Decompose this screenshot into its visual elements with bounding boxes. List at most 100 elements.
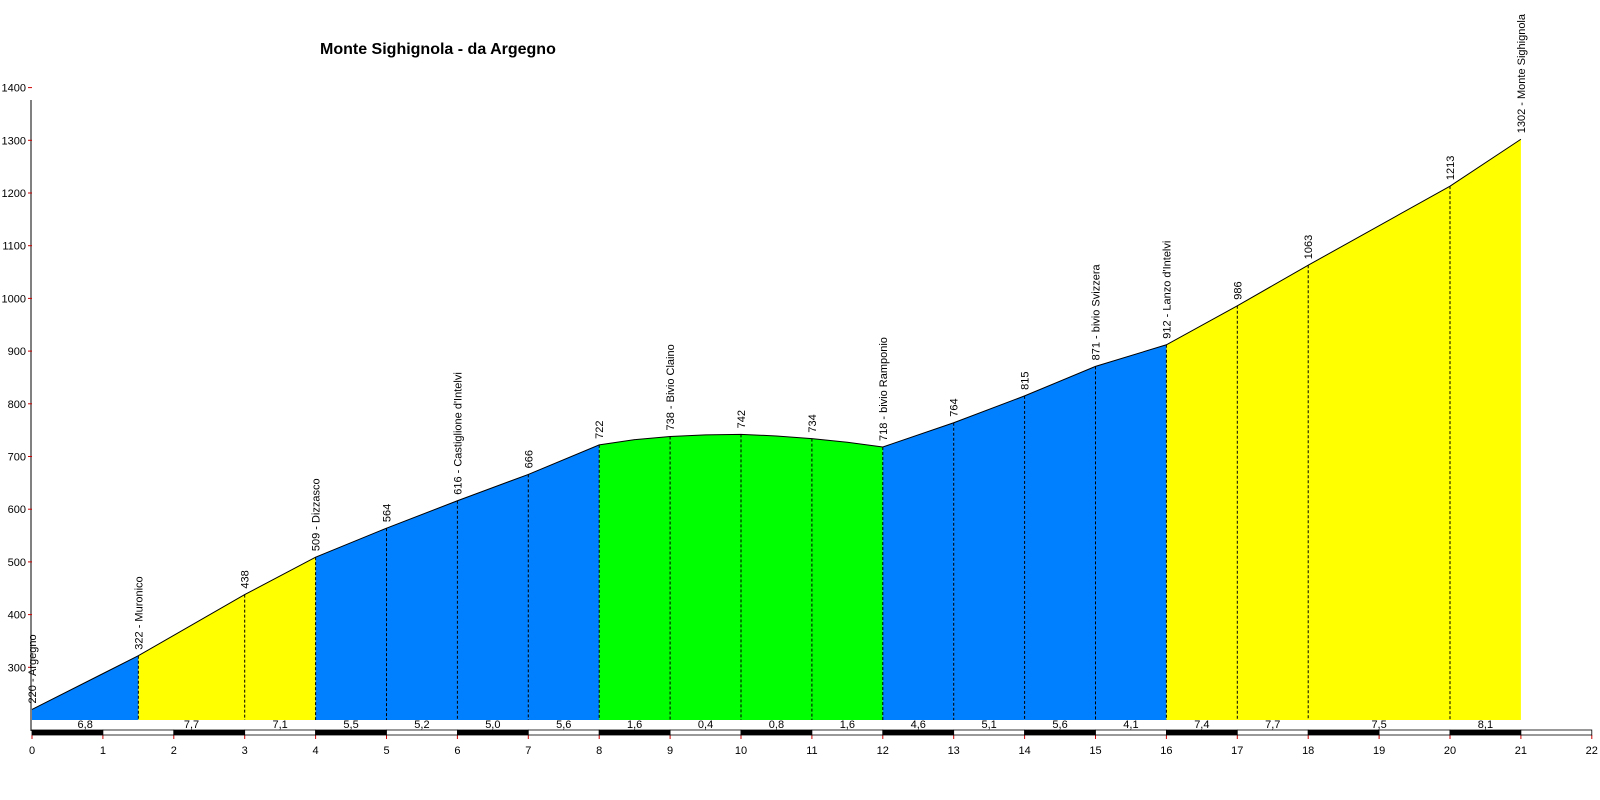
y-tick-label: 1400 xyxy=(2,83,26,95)
x-tick-label: 21 xyxy=(1515,745,1527,757)
x-tick-labels: 0 1 2 3 4 5 6 7 8 9 10 11 12 13 14 15 16 17 18 19 20 21 22 xyxy=(29,745,1598,757)
x-tick-label: 11 xyxy=(806,745,817,757)
x-tick-label: 7 xyxy=(525,745,531,757)
profile-line-group xyxy=(31,138,1522,710)
gradient-labels: 6,8 7,7 7,1 5,5 5,2 5,0 5,6 1,6 0,4 0,8 1,6 4,6 5,1 5… xyxy=(78,719,1494,731)
gradient-label: 0,4 xyxy=(698,719,713,731)
scale-bar-block xyxy=(1307,729,1380,736)
x-tick-label: 5 xyxy=(383,745,389,757)
x-tick-label: 3 xyxy=(242,745,248,757)
gradient-label: 5,0 xyxy=(485,719,500,731)
profile-segment-4 xyxy=(386,500,458,720)
x-tick-label: 20 xyxy=(1444,745,1456,757)
profile-line xyxy=(31,138,1522,710)
gradient-label: 7,7 xyxy=(184,719,199,731)
gradient-label: 1,6 xyxy=(627,719,642,731)
gradient-label: 7,1 xyxy=(273,719,288,731)
waypoint-label: 220 - Argegno xyxy=(27,634,39,703)
x-tick-label: 15 xyxy=(1089,745,1101,757)
gradient-label: 5,1 xyxy=(982,719,997,731)
x-tick-label: 4 xyxy=(313,745,319,757)
waypoint-label: 742 xyxy=(736,410,748,428)
x-tick-label: 10 xyxy=(735,745,747,757)
y-tick-label: 1300 xyxy=(2,135,26,147)
profile-segment-1 xyxy=(138,594,245,720)
waypoint-label: 722 xyxy=(594,421,606,439)
profile-segment-11 xyxy=(882,422,954,720)
waypoint-label: 666 xyxy=(523,450,535,468)
waypoint-label: 764 xyxy=(949,398,961,416)
scale-bar-block xyxy=(1378,729,1451,736)
axes xyxy=(28,87,1593,739)
y-tick-label: 1200 xyxy=(2,188,26,200)
profile-segment-15 xyxy=(1166,305,1238,720)
x-tick-label: 14 xyxy=(1018,745,1030,757)
waypoint-label: 871 - bivio Svizzera xyxy=(1091,264,1103,361)
profile-segment-12 xyxy=(953,395,1025,720)
y-tick-label: 500 xyxy=(8,557,26,569)
chart-title: Monte Sighignola - da Argegno xyxy=(320,41,556,58)
y-tick-label: 900 xyxy=(8,346,26,358)
x-tick-label: 0 xyxy=(29,745,35,757)
waypoint-label: 738 - Bivio Claino xyxy=(665,344,677,430)
distance-scale-bar xyxy=(31,729,1593,736)
waypoint-label: 986 xyxy=(1232,281,1244,299)
waypoint-label: 718 - bivio Ramponio xyxy=(878,337,890,441)
x-tick-label: 17 xyxy=(1231,745,1243,757)
waypoint-label: 509 - Dizzasco xyxy=(311,478,323,551)
x-tick-label: 6 xyxy=(454,745,460,757)
profile-segment-7 xyxy=(599,436,671,720)
gradient-label: 5,6 xyxy=(1052,719,1067,731)
gradient-label: 7,5 xyxy=(1371,719,1386,731)
gradient-label: 7,4 xyxy=(1194,719,1209,731)
y-tick-label: 300 xyxy=(8,662,26,674)
waypoint-labels: 220 - Argegno 322 - Muronico 438 509 - Dizz… xyxy=(27,13,1528,703)
waypoint-label: 815 xyxy=(1020,372,1032,390)
profile-segment-8 xyxy=(670,434,741,720)
profile-segment-10 xyxy=(811,438,883,720)
x-tick-label: 1 xyxy=(100,745,106,757)
y-tick-label: 1100 xyxy=(2,241,26,253)
waypoint-label: 1302 - Monte Sighignola xyxy=(1516,13,1528,133)
profile-segment-0 xyxy=(32,655,139,720)
profile-segments xyxy=(32,139,1521,721)
waypoint-label: 1213 xyxy=(1445,156,1457,180)
profile-segment-17 xyxy=(1308,186,1450,721)
x-tick-label: 2 xyxy=(171,745,177,757)
segment-dividers xyxy=(137,186,1451,720)
profile-segment-9 xyxy=(741,434,812,720)
profile-segment-2 xyxy=(244,557,316,720)
waypoint-label: 616 - Castiglione d'Intelvi xyxy=(452,372,464,495)
gradient-label: 6,8 xyxy=(78,719,93,731)
scale-bar-block xyxy=(102,729,175,736)
gradient-label: 7,7 xyxy=(1265,719,1280,731)
y-tick-label: 600 xyxy=(8,504,26,516)
x-tick-label: 8 xyxy=(596,745,602,757)
x-tick-label: 13 xyxy=(948,745,960,757)
x-tick-label: 16 xyxy=(1160,745,1172,757)
x-tick-label: 9 xyxy=(667,745,673,757)
waypoint-label: 734 xyxy=(807,414,819,432)
x-tick-label: 18 xyxy=(1302,745,1314,757)
profile-segment-18 xyxy=(1450,139,1521,721)
x-tick-label: 22 xyxy=(1586,745,1598,757)
profile-segment-16 xyxy=(1237,265,1309,720)
gradient-label: 4,6 xyxy=(911,719,926,731)
profile-segment-5 xyxy=(457,474,529,720)
gradient-label: 5,5 xyxy=(343,719,358,731)
gradient-label: 0,8 xyxy=(769,719,784,731)
y-tick-label: 400 xyxy=(8,610,26,622)
y-tick-label: 1000 xyxy=(2,293,26,305)
waypoint-label: 564 xyxy=(382,504,394,522)
profile-segment-13 xyxy=(1024,366,1096,720)
waypoint-label: 438 xyxy=(240,570,252,588)
gradient-label: 5,6 xyxy=(556,719,571,731)
gradient-label: 1,6 xyxy=(840,719,855,731)
scale-bar-block xyxy=(1520,729,1593,736)
x-tick-label: 12 xyxy=(877,745,889,757)
waypoint-label: 912 - Lanzo d'Intelvi xyxy=(1161,241,1173,339)
profile-segment-14 xyxy=(1095,344,1167,720)
x-tick-label: 19 xyxy=(1373,745,1385,757)
profile-segment-6 xyxy=(528,444,600,720)
